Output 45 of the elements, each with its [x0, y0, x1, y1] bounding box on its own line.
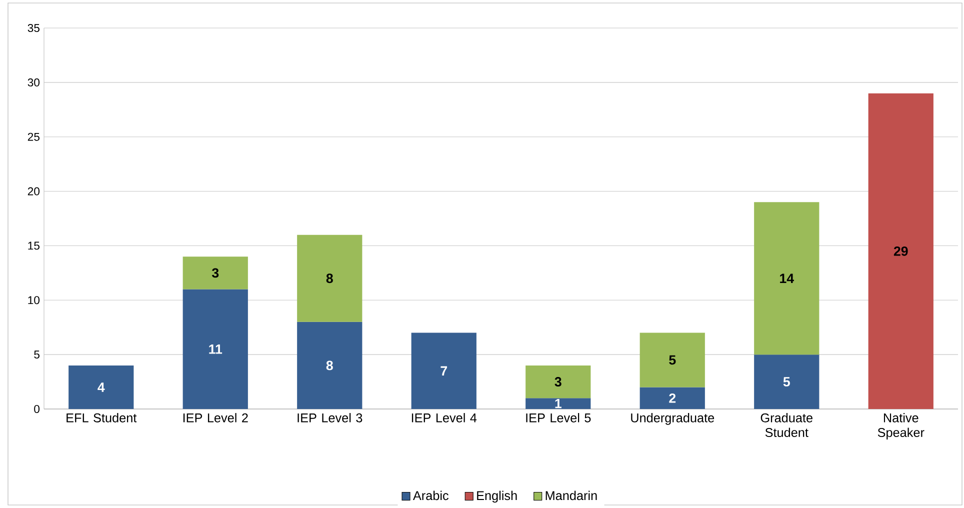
- y-tick-label: 20: [28, 187, 40, 196]
- bar: [68, 365, 134, 409]
- data-label: 5: [669, 355, 676, 365]
- bar: [640, 387, 705, 409]
- data-label: 4: [98, 382, 105, 392]
- y-tick-label: 30: [28, 78, 40, 86]
- x-tick-label: EFL Student: [66, 413, 137, 422]
- bar: [526, 365, 591, 398]
- data-label: 2: [669, 393, 676, 403]
- bar: [868, 93, 934, 409]
- x-tick-label: Graduate Student: [760, 413, 812, 438]
- legend-label: Mandarin: [546, 490, 597, 500]
- bar: [182, 289, 248, 409]
- y-tick-label: 35: [28, 24, 40, 32]
- bar: [526, 398, 591, 409]
- data-label: 7: [440, 366, 448, 376]
- bar: [754, 354, 820, 409]
- x-tick-label: IEP Level 3: [298, 413, 362, 422]
- y-tick-label: 15: [28, 242, 40, 250]
- legend-label: English: [477, 490, 517, 503]
- data-label: 14: [780, 274, 794, 283]
- bar: [297, 234, 362, 322]
- data-label: 5: [783, 377, 790, 386]
- x-tick-label: IEP Level 4: [412, 413, 477, 422]
- data-label: 1: [555, 398, 562, 408]
- legend-label: Arabic: [412, 490, 449, 500]
- x-tick-label: Native Speaker: [878, 413, 924, 440]
- bar: [640, 332, 705, 388]
- x-tick-label: IEP Level 2: [183, 413, 248, 422]
- x-tick-label: Undergraduate: [631, 413, 714, 425]
- bar: [411, 332, 476, 409]
- bar: [182, 256, 248, 290]
- data-label: 8: [326, 274, 333, 284]
- x-tick-label: IEP Level 5: [526, 413, 591, 422]
- y-tick-label: 0: [34, 404, 40, 414]
- bar: [754, 202, 820, 355]
- y-tick-label: 5: [34, 350, 40, 359]
- data-label: 8: [326, 360, 333, 370]
- bar: [297, 322, 362, 409]
- data-label: 11: [209, 344, 222, 354]
- data-label: 3: [554, 377, 562, 387]
- y-tick-label: 25: [28, 132, 40, 141]
- data-label: 3: [212, 268, 219, 278]
- y-tick-label: 10: [28, 296, 40, 304]
- data-label: 29: [894, 246, 908, 256]
